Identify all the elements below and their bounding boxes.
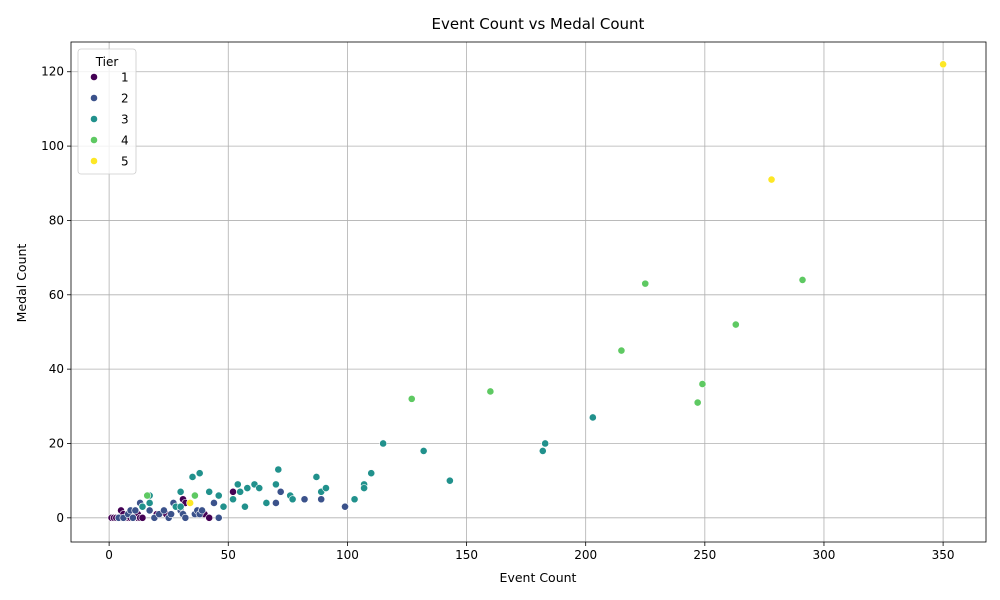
data-point-tier-3 [243, 484, 252, 492]
data-point-tier-2 [272, 499, 280, 507]
data-point-tier-2 [341, 502, 349, 511]
data-point-tier-3 [241, 502, 249, 511]
data-point-tier-2 [276, 487, 285, 496]
data-point-tier-3 [419, 447, 428, 455]
y-tick-label: 60 [49, 288, 64, 302]
data-point-tier-3 [272, 480, 280, 489]
y-tick-label: 0 [56, 511, 64, 525]
data-point-tier-3 [236, 487, 245, 496]
data-point-tier-3 [214, 491, 223, 500]
data-point-tier-2 [131, 506, 140, 515]
data-point-tier-2 [167, 510, 175, 519]
data-point-tier-5 [767, 175, 776, 184]
data-point-tier-3 [138, 502, 147, 511]
legend-label: 2 [121, 92, 129, 106]
y-axis-ticks: 0 20 40 60 80 100 120 [41, 65, 71, 525]
data-point-tier-2 [145, 506, 154, 515]
y-tick-label: 80 [49, 213, 64, 227]
data-point-tier-4 [617, 346, 626, 355]
data-point-tier-3 [188, 473, 197, 481]
y-axis-label: Medal Count [14, 244, 29, 323]
data-point-tier-4 [407, 394, 416, 403]
data-point-tier-3 [367, 469, 376, 478]
data-point-tier-4 [798, 276, 807, 284]
legend-marker-tier-1 [90, 73, 98, 81]
data-point-tier-3 [322, 484, 330, 492]
data-point-tier-5 [186, 499, 195, 507]
legend-marker-tier-2 [90, 94, 98, 102]
legend-label: 4 [121, 134, 129, 148]
y-tick-label: 20 [49, 436, 64, 450]
legend-title: Tier [95, 55, 119, 69]
data-point-tier-3 [176, 487, 185, 496]
data-point-tier-4 [693, 398, 702, 407]
plot-frame [70, 41, 987, 543]
data-point-tier-3 [195, 469, 204, 478]
data-point-tier-3 [205, 487, 214, 496]
data-point-tier-2 [198, 506, 206, 515]
data-point-tier-3 [255, 484, 264, 492]
data-point-tier-2 [210, 499, 218, 507]
data-point-tier-4 [641, 279, 650, 288]
data-point-tier-4 [698, 380, 707, 388]
x-tick-label: 250 [693, 548, 716, 562]
data-point-tier-3 [588, 413, 597, 422]
data-point-tier-1 [229, 487, 237, 496]
data-point-tier-2 [181, 513, 190, 522]
data-point-tier-2 [317, 495, 326, 504]
x-tick-label: 0 [105, 548, 113, 562]
data-point-tier-3 [262, 499, 271, 507]
legend-marker-tier-3 [90, 115, 98, 123]
y-tick-label: 40 [49, 362, 64, 376]
legend-label: 1 [121, 71, 129, 85]
data-point-tier-1 [138, 513, 147, 522]
legend-label: 5 [121, 155, 129, 169]
data-point-tier-3 [541, 439, 550, 448]
data-point-tier-2 [214, 513, 223, 522]
data-point-tier-3 [274, 465, 283, 474]
data-point-tier-3 [379, 439, 388, 448]
x-tick-label: 350 [932, 548, 955, 562]
data-point-tier-3 [312, 473, 321, 481]
x-axis-ticks: 0 50 100 150 200 250 300 350 [105, 542, 955, 562]
data-points [107, 60, 948, 522]
x-tick-label: 50 [221, 548, 236, 562]
data-point-tier-3 [176, 502, 185, 511]
data-point-tier-4 [143, 491, 152, 500]
data-point-tier-4 [731, 320, 740, 329]
x-tick-label: 100 [336, 548, 359, 562]
data-point-tier-2 [300, 495, 309, 504]
x-tick-label: 150 [455, 548, 478, 562]
legend-marker-tier-5 [90, 157, 98, 165]
data-point-tier-3 [288, 495, 297, 504]
x-tick-label: 200 [574, 548, 597, 562]
data-point-tier-4 [191, 491, 199, 500]
data-point-tier-3 [445, 476, 454, 485]
data-point-tier-5 [939, 60, 948, 69]
chart-title: Event Count vs Medal Count [432, 15, 645, 33]
data-point-tier-1 [205, 513, 214, 522]
data-point-tier-3 [145, 499, 154, 507]
data-point-tier-3 [219, 502, 228, 511]
data-point-tier-2 [129, 513, 137, 522]
data-point-tier-3 [350, 495, 359, 504]
data-point-tier-3 [233, 480, 242, 489]
data-point-tier-3 [360, 484, 368, 492]
legend-marker-tier-4 [90, 136, 98, 144]
data-point-tier-2 [160, 506, 168, 515]
legend-label: 3 [121, 113, 129, 127]
grid-lines [71, 42, 986, 542]
data-point-tier-3 [229, 495, 237, 504]
y-tick-label: 100 [41, 139, 64, 153]
y-tick-label: 120 [41, 65, 64, 79]
x-axis-label: Event Count [500, 570, 577, 585]
data-point-tier-4 [486, 387, 495, 396]
x-tick-label: 300 [813, 548, 836, 562]
data-point-tier-3 [538, 447, 547, 455]
